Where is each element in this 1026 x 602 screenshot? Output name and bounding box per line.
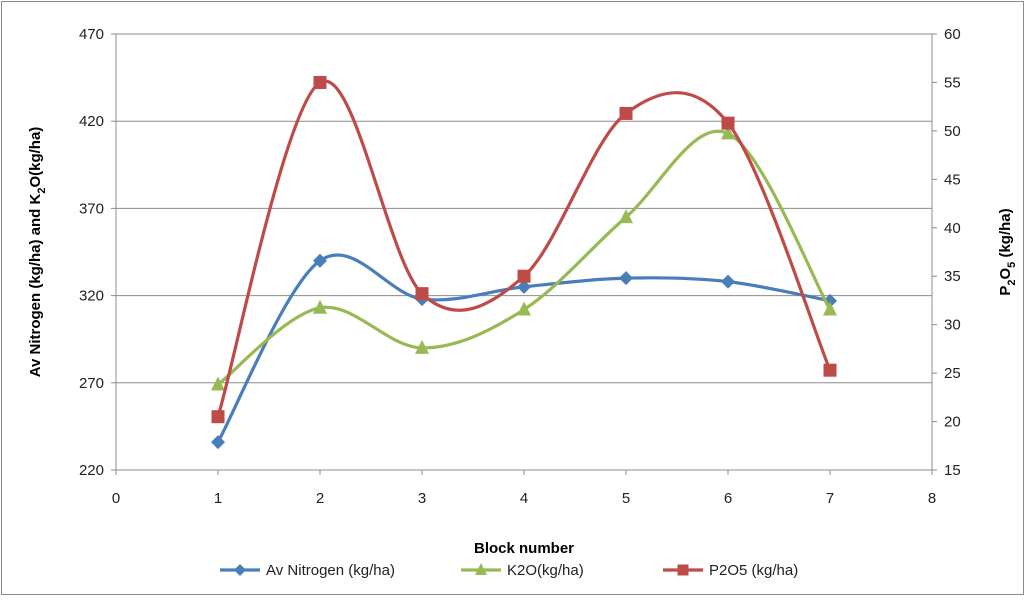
data-point [619, 209, 633, 224]
data-point [313, 299, 327, 314]
legend-item: K2O(kg/ha) [461, 562, 584, 579]
legend-marker [475, 563, 487, 575]
y-right-tick-label: 60 [944, 26, 961, 43]
data-point [721, 274, 735, 289]
y-right-tick-label: 55 [944, 74, 961, 91]
y-right-title-part: P [997, 286, 1014, 296]
legend-item: Av Nitrogen (kg/ha) [220, 562, 395, 579]
legend-marker [677, 564, 689, 576]
data-point [517, 279, 531, 294]
y-right-tick-label: 40 [944, 220, 961, 237]
legend-label: K2O(kg/ha) [507, 562, 584, 579]
legend-label: Av Nitrogen (kg/ha) [266, 562, 395, 579]
x-tick-label: 2 [316, 490, 324, 507]
y-axis-right-title: P2O5 (kg/ha) [997, 208, 1018, 295]
y-left-tick-label: 420 [79, 113, 104, 130]
y-right-tick-label: 50 [944, 123, 961, 140]
data-point [415, 339, 429, 354]
y-right-tick-label: 15 [944, 462, 961, 479]
y-right-title-part: (kg/ha) [997, 208, 1014, 261]
x-tick-label: 5 [622, 490, 630, 507]
y-left-tick-label: 220 [79, 462, 104, 479]
data-point [313, 75, 327, 89]
y-right-tick-label: 25 [944, 365, 961, 382]
data-point [517, 301, 531, 316]
x-tick-label: 8 [928, 490, 936, 507]
data-point [517, 269, 531, 283]
y-left-tick-label: 320 [79, 288, 104, 305]
x-tick-label: 6 [724, 490, 732, 507]
x-axis-title: Block number [474, 540, 574, 557]
data-point [721, 116, 735, 130]
y-left-title-part: O(kg/ha) [27, 127, 44, 188]
x-tick-label: 3 [418, 490, 426, 507]
data-point [415, 287, 429, 301]
y-right-tick-label: 45 [944, 171, 961, 188]
y-right-tick-label: 35 [944, 268, 961, 285]
data-point [211, 435, 225, 450]
y-left-title-part: Av Nitrogen (kg/ha) and K [27, 194, 44, 378]
data-point [823, 363, 837, 377]
series-layer [211, 75, 837, 450]
data-point [721, 125, 735, 140]
y-right-tick-label: 20 [944, 414, 961, 431]
y-left-title-sub: 2 [36, 188, 48, 194]
y-left-tick-label: 470 [79, 26, 104, 43]
y-left-tick-label: 270 [79, 375, 104, 392]
data-point [313, 253, 327, 268]
series-2 [211, 75, 837, 424]
x-tick-label: 1 [214, 490, 222, 507]
y-right-title-sub: 5 [1006, 262, 1018, 268]
y-axis-left-title: Av Nitrogen (kg/ha) and K2O(kg/ha) [27, 127, 48, 378]
legend-marker [234, 564, 246, 576]
legend-label: P2O5 (kg/ha) [709, 562, 798, 579]
data-point [823, 301, 837, 316]
y-right-title-part: O [997, 268, 1014, 280]
x-tick-label: 0 [112, 490, 120, 507]
legend-item: P2O5 (kg/ha) [663, 562, 798, 579]
data-point [211, 376, 225, 391]
data-point [211, 410, 225, 424]
y-right-tick-label: 30 [944, 317, 961, 334]
legend-layer: Av Nitrogen (kg/ha) K2O(kg/ha) P2O5 (kg/ha… [220, 562, 798, 579]
data-point [619, 271, 633, 286]
x-tick-label: 7 [826, 490, 834, 507]
data-point [619, 106, 633, 120]
y-left-tick-label: 370 [79, 200, 104, 217]
y-right-title-sub: 2 [1006, 280, 1018, 286]
x-tick-label: 4 [520, 490, 528, 507]
axes-layer [111, 33, 937, 475]
